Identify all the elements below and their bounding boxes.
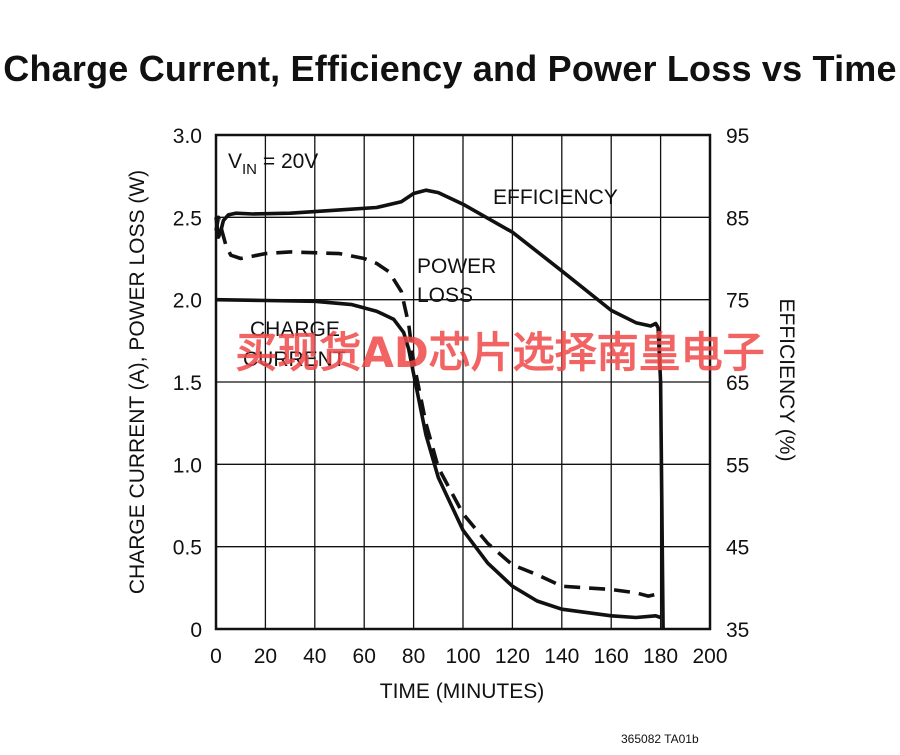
x-tick-label: 40: [303, 645, 326, 668]
figure-code: 365082 TA01b: [621, 732, 699, 746]
y-left-tick-label: 2.5: [173, 207, 202, 230]
y-left-tick-label: 0.5: [173, 537, 202, 560]
x-tick-label: 160: [594, 645, 629, 668]
charge-current-annotation-line1: CHARGE: [250, 318, 340, 341]
x-tick-label: 120: [495, 645, 530, 668]
power-loss-annotation-line1: POWER: [417, 255, 496, 278]
series-line-charge-current: [215, 297, 662, 620]
x-tick-label: 100: [445, 645, 480, 668]
watermark-text: 买现货AD芯片选择南皇电子: [235, 328, 764, 377]
y-right-tick-label: 55: [726, 454, 749, 477]
x-tick-label: 0: [210, 645, 222, 668]
plot-frame: [214, 133, 712, 631]
chart-title: Charge Current, Efficiency and Power Los…: [3, 48, 897, 89]
condition-label: VIN = 20V: [228, 150, 318, 178]
grid-lines: [216, 135, 710, 629]
x-tick-label: 180: [643, 645, 678, 668]
y-left-tick-label: 1.5: [173, 372, 202, 395]
y-right-tick-label: 75: [726, 290, 749, 313]
y-left-axis-label: CHARGE CURRENT (A), POWER LOSS (W): [126, 170, 149, 594]
y-left-tick-label: 1.0: [173, 454, 202, 477]
efficiency-annotation: EFFICIENCY: [493, 186, 618, 209]
series-lines: [214, 188, 665, 630]
x-tick-label: 200: [692, 645, 727, 668]
x-tick-label: 20: [254, 645, 277, 668]
x-axis-label: TIME (MINUTES): [380, 680, 544, 703]
y-right-tick-label: 45: [726, 537, 749, 560]
x-tick-labels: 0 20 40 60 80 100 120 140 160 180 200: [210, 645, 727, 668]
y-left-tick-label: 0: [190, 619, 202, 642]
y-right-tick-labels: 35 45 55 65 75 85 95: [726, 125, 749, 642]
power-loss-annotation-line2: LOSS: [417, 284, 473, 307]
y-left-tick-label: 2.0: [173, 290, 202, 313]
y-right-tick-label: 95: [726, 125, 749, 148]
series-line-efficiency: [214, 188, 665, 630]
y-right-tick-label: 35: [726, 619, 749, 642]
x-tick-label: 80: [402, 645, 425, 668]
y-right-tick-label: 65: [726, 372, 749, 395]
x-tick-label: 140: [544, 645, 579, 668]
y-left-tick-label: 3.0: [173, 125, 202, 148]
y-right-axis-label: EFFICIENCY (%): [775, 299, 798, 462]
y-left-tick-labels: 0 0.5 1.0 1.5 2.0 2.5 3.0: [173, 125, 202, 642]
series-line-power-loss: [214, 215, 657, 598]
charge-current-annotation-line2: CURRENT: [243, 348, 346, 371]
y-right-tick-label: 85: [726, 207, 749, 230]
x-tick-label: 60: [353, 645, 376, 668]
